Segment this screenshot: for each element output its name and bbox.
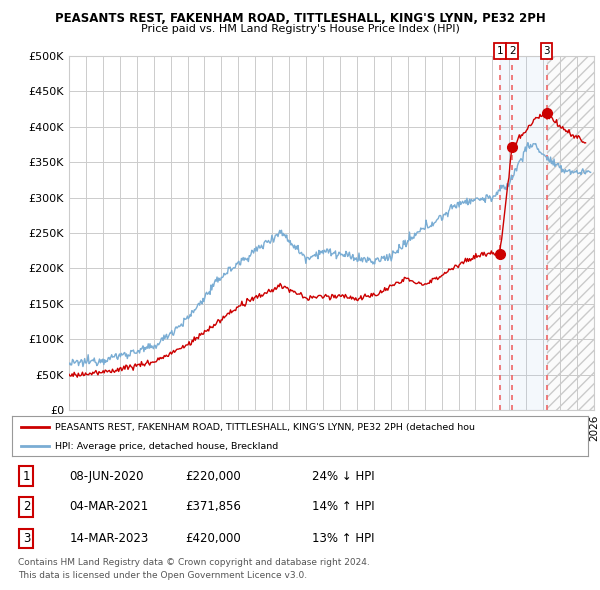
Text: Price paid vs. HM Land Registry's House Price Index (HPI): Price paid vs. HM Land Registry's House …	[140, 24, 460, 34]
Text: 1: 1	[23, 470, 30, 483]
Text: Contains HM Land Registry data © Crown copyright and database right 2024.: Contains HM Land Registry data © Crown c…	[18, 558, 370, 566]
Bar	[547, 56, 594, 410]
Text: 3: 3	[23, 532, 30, 545]
Text: 14% ↑ HPI: 14% ↑ HPI	[311, 500, 374, 513]
Text: HPI: Average price, detached house, Breckland: HPI: Average price, detached house, Brec…	[55, 441, 278, 451]
Text: 2: 2	[509, 46, 515, 56]
Bar	[547, 56, 594, 410]
Text: 04-MAR-2021: 04-MAR-2021	[70, 500, 149, 513]
Text: £371,856: £371,856	[185, 500, 241, 513]
Text: 3: 3	[543, 46, 550, 56]
Text: 1: 1	[497, 46, 503, 56]
Text: 08-JUN-2020: 08-JUN-2020	[70, 470, 144, 483]
Text: 13% ↑ HPI: 13% ↑ HPI	[311, 532, 374, 545]
Bar	[500, 56, 547, 410]
Text: 14-MAR-2023: 14-MAR-2023	[70, 532, 149, 545]
Text: PEASANTS REST, FAKENHAM ROAD, TITTLESHALL, KING'S LYNN, PE32 2PH (detached hou: PEASANTS REST, FAKENHAM ROAD, TITTLESHAL…	[55, 422, 475, 432]
Text: 2: 2	[23, 500, 30, 513]
Text: £220,000: £220,000	[185, 470, 241, 483]
Text: 24% ↓ HPI: 24% ↓ HPI	[311, 470, 374, 483]
Text: PEASANTS REST, FAKENHAM ROAD, TITTLESHALL, KING'S LYNN, PE32 2PH: PEASANTS REST, FAKENHAM ROAD, TITTLESHAL…	[55, 12, 545, 25]
Text: This data is licensed under the Open Government Licence v3.0.: This data is licensed under the Open Gov…	[18, 571, 307, 579]
Bar	[547, 56, 594, 410]
Text: £420,000: £420,000	[185, 532, 241, 545]
